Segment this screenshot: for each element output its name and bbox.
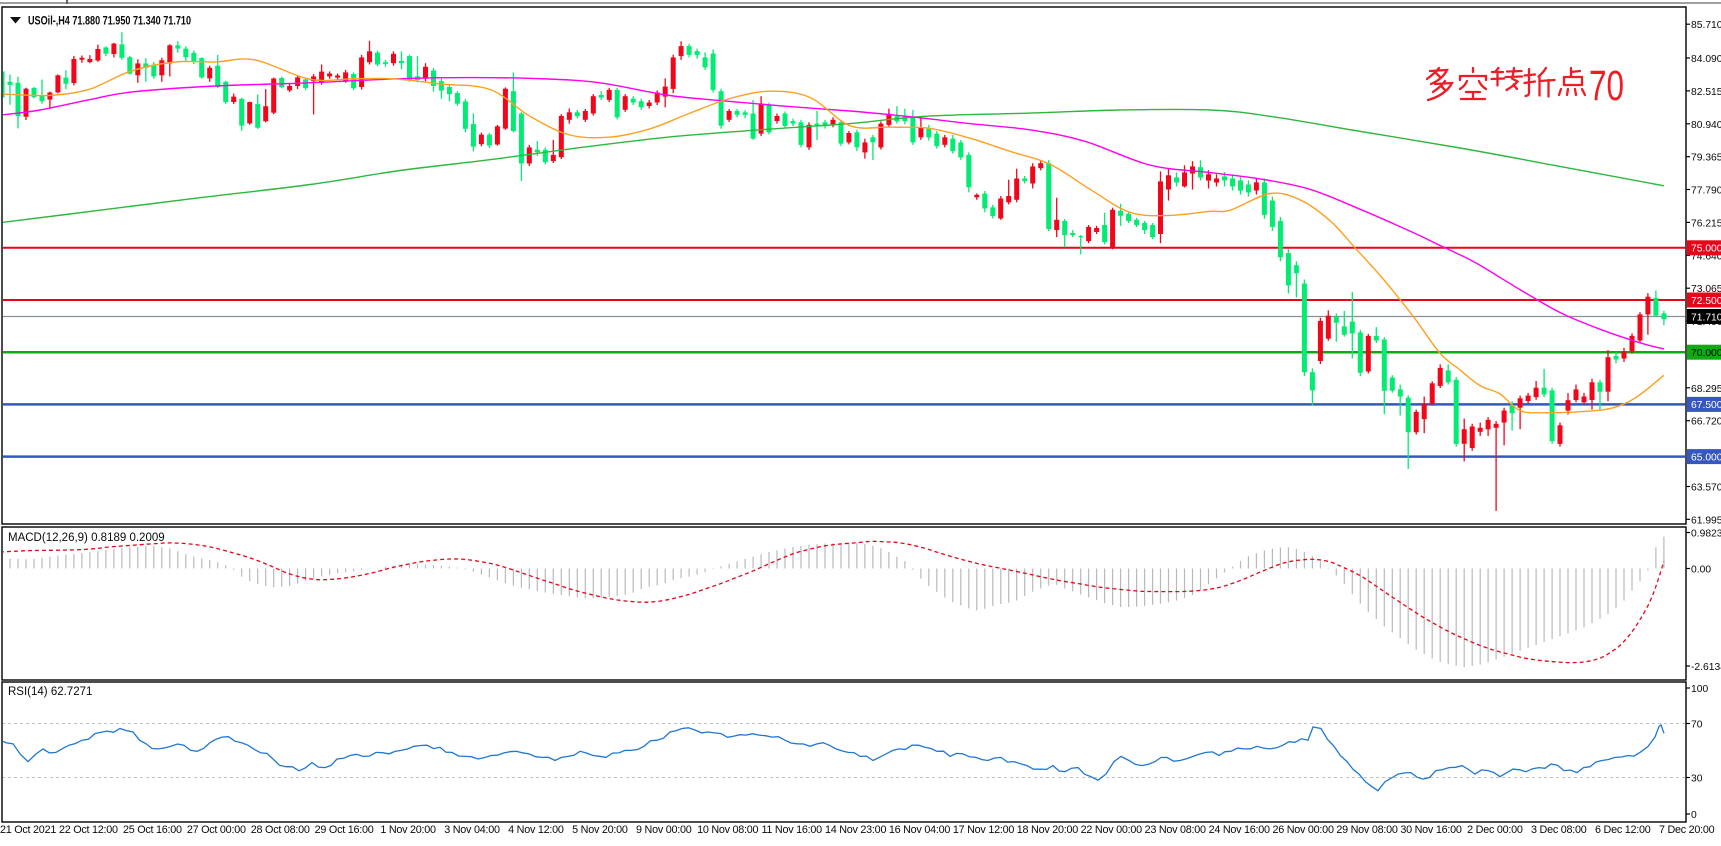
svg-text:0: 0 xyxy=(1691,810,1697,821)
svg-text:5 Nov 20:00: 5 Nov 20:00 xyxy=(572,824,628,836)
svg-text:0.9823: 0.9823 xyxy=(1691,529,1721,540)
svg-text:70.000: 70.000 xyxy=(1691,348,1721,359)
svg-text:82.515: 82.515 xyxy=(1691,87,1721,98)
svg-text:73.065: 73.065 xyxy=(1691,284,1721,295)
svg-text:21 Oct 2021: 21 Oct 2021 xyxy=(0,824,56,836)
svg-text:-2.6134: -2.6134 xyxy=(1691,662,1721,673)
svg-text:9 Nov 00:00: 9 Nov 00:00 xyxy=(636,824,692,836)
svg-text:79.365: 79.365 xyxy=(1691,153,1721,164)
svg-text:11 Nov 16:00: 11 Nov 16:00 xyxy=(761,824,822,836)
svg-text:71.710: 71.710 xyxy=(1691,312,1721,323)
svg-text:85.710: 85.710 xyxy=(1691,20,1721,31)
svg-text:3 Nov 04:00: 3 Nov 04:00 xyxy=(444,824,500,836)
svg-text:27 Oct 00:00: 27 Oct 00:00 xyxy=(187,824,246,836)
svg-text:7 Dec 20:00: 7 Dec 20:00 xyxy=(1659,824,1715,836)
svg-text:76.215: 76.215 xyxy=(1691,218,1721,229)
svg-text:67.500: 67.500 xyxy=(1691,400,1721,411)
svg-text:66.720: 66.720 xyxy=(1691,417,1721,428)
svg-text:MACD(12,26,9) 0.8189 0.2009: MACD(12,26,9) 0.8189 0.2009 xyxy=(8,532,165,544)
svg-text:70: 70 xyxy=(1589,62,1624,110)
svg-text:100: 100 xyxy=(1691,684,1708,695)
svg-text:4 Nov 12:00: 4 Nov 12:00 xyxy=(508,824,564,836)
svg-text:23 Nov 08:00: 23 Nov 08:00 xyxy=(1145,824,1206,836)
svg-text:17 Nov 12:00: 17 Nov 12:00 xyxy=(953,824,1014,836)
svg-text:65.000: 65.000 xyxy=(1691,452,1721,463)
svg-text:RSI(14) 62.7271: RSI(14) 62.7271 xyxy=(8,686,92,698)
svg-text:75.000: 75.000 xyxy=(1691,244,1721,255)
svg-text:2 Dec 00:00: 2 Dec 00:00 xyxy=(1467,824,1523,836)
svg-text:0.00: 0.00 xyxy=(1691,565,1711,576)
svg-text:28 Oct 08:00: 28 Oct 08:00 xyxy=(251,824,310,836)
svg-text:25 Oct 16:00: 25 Oct 16:00 xyxy=(123,824,182,836)
svg-text:1 Nov 20:00: 1 Nov 20:00 xyxy=(380,824,436,836)
svg-text:6 Dec 12:00: 6 Dec 12:00 xyxy=(1595,824,1651,836)
svg-text:26 Nov 00:00: 26 Nov 00:00 xyxy=(1272,824,1333,836)
svg-text:USOil-,H4 71.880 71.950 71.34: USOil-,H4 71.880 71.950 71.340 71.710 xyxy=(28,14,191,28)
svg-text:72.500: 72.500 xyxy=(1691,296,1721,307)
svg-text:68.295: 68.295 xyxy=(1691,384,1721,395)
svg-text:24 Nov 16:00: 24 Nov 16:00 xyxy=(1209,824,1270,836)
svg-text:29 Oct 16:00: 29 Oct 16:00 xyxy=(315,824,374,836)
svg-text:77.790: 77.790 xyxy=(1691,186,1721,197)
svg-text:10 Nov 08:00: 10 Nov 08:00 xyxy=(697,824,758,836)
svg-text:80.940: 80.940 xyxy=(1691,120,1721,131)
svg-text:74.640: 74.640 xyxy=(1691,251,1721,262)
svg-text:3 Dec 08:00: 3 Dec 08:00 xyxy=(1531,824,1587,836)
svg-text:70: 70 xyxy=(1691,720,1703,731)
svg-text:14 Nov 23:00: 14 Nov 23:00 xyxy=(825,824,886,836)
svg-text:18 Nov 20:00: 18 Nov 20:00 xyxy=(1017,824,1078,836)
svg-text:30: 30 xyxy=(1691,774,1703,785)
svg-text:22 Oct 12:00: 22 Oct 12:00 xyxy=(59,824,118,836)
svg-text:29 Nov 08:00: 29 Nov 08:00 xyxy=(1336,824,1397,836)
svg-text:63.570: 63.570 xyxy=(1691,483,1721,494)
svg-text:22 Nov 00:00: 22 Nov 00:00 xyxy=(1081,824,1142,836)
svg-text:16 Nov 04:00: 16 Nov 04:00 xyxy=(889,824,950,836)
svg-text:30 Nov 16:00: 30 Nov 16:00 xyxy=(1400,824,1461,836)
svg-text:61.995: 61.995 xyxy=(1691,515,1721,526)
svg-text:84.090: 84.090 xyxy=(1691,54,1721,65)
